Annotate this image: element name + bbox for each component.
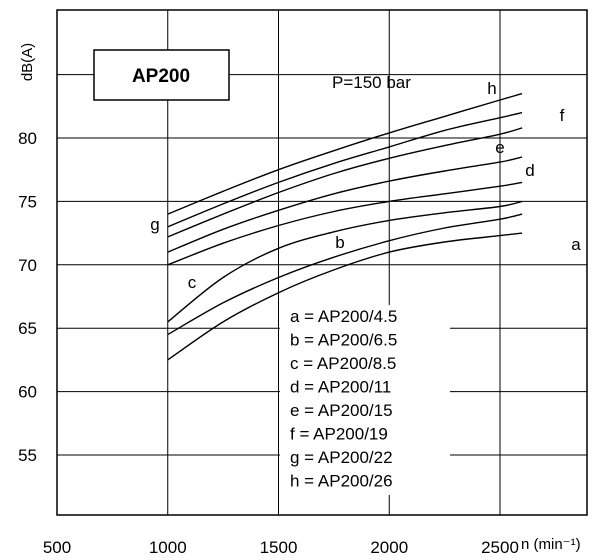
y-axis-label: dB(A) <box>19 43 36 81</box>
curve-label-d: d <box>525 161 534 180</box>
x-tick-label: 2500 <box>481 538 519 557</box>
series-line-f <box>167 127 523 238</box>
series-line-e <box>167 156 523 253</box>
series-line-b <box>167 213 523 336</box>
curve-label-h: h <box>487 79 496 98</box>
curve-label-a: a <box>571 235 581 254</box>
x-tick-label: 500 <box>43 538 71 557</box>
x-tick-label: 1000 <box>149 538 187 557</box>
chart-title: AP200 <box>132 66 190 87</box>
x-tick-label: 1500 <box>260 538 298 557</box>
y-tick-label: 55 <box>18 446 37 465</box>
series-line-g <box>167 111 523 228</box>
plot-border <box>56 9 588 516</box>
y-tick-label: 80 <box>18 129 37 148</box>
series-line-c <box>167 200 523 323</box>
y-tick-label: 70 <box>18 256 37 275</box>
legend-entry: d = AP200/11 <box>290 378 391 397</box>
curve-labels: a b c d e f g h <box>150 79 581 292</box>
pressure-annotation: P=150 bar <box>332 73 411 92</box>
series-line-a <box>167 232 523 361</box>
legend-entry: c = AP200/8.5 <box>290 354 396 373</box>
x-tick-label: 2000 <box>370 538 408 557</box>
x-axis-label: n (min⁻¹) <box>521 536 581 553</box>
title-box <box>93 49 230 101</box>
y-tick-label: 65 <box>18 319 37 338</box>
curve-label-b: b <box>335 233 344 252</box>
legend-entry: a = AP200/4.5 <box>290 307 397 326</box>
legend-entry: e = AP200/15 <box>290 401 393 420</box>
series-lines <box>167 92 523 361</box>
series-line-d <box>167 181 523 266</box>
legend-entry: h = AP200/26 <box>290 472 393 491</box>
legend-box <box>280 305 450 495</box>
x-tick-labels: 500 1000 1500 2000 2500 <box>43 538 519 557</box>
legend-entry: b = AP200/6.5 <box>290 331 397 350</box>
y-tick-label: 75 <box>18 192 37 211</box>
curve-label-g: g <box>150 215 159 234</box>
legend: a = AP200/4.5 b = AP200/6.5 c = AP200/8.5 d… <box>290 307 397 491</box>
y-tick-label: 60 <box>18 383 37 402</box>
series-line-h <box>167 92 523 215</box>
legend-entry: f = AP200/19 <box>290 425 388 444</box>
curve-label-c: c <box>188 273 197 292</box>
curve-label-f: f <box>560 106 565 125</box>
legend-entry: g = AP200/22 <box>290 448 393 467</box>
y-tick-labels: 55 60 65 70 75 80 <box>18 129 37 465</box>
curve-label-e: e <box>495 138 504 157</box>
